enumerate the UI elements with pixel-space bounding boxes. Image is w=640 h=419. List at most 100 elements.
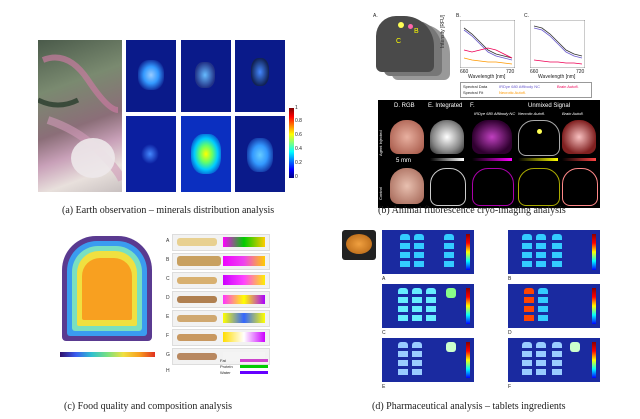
panel-b: A. C B B. Intensity [RFU] 660 720 Wavele… xyxy=(370,10,600,208)
xlabel-c: Wavelength [nm] xyxy=(538,74,576,80)
rgb-head-top xyxy=(390,120,424,154)
rgb-head-bottom xyxy=(390,168,424,204)
food-strip-b xyxy=(172,253,270,270)
legend-item: Spectral Data xyxy=(463,84,488,89)
xtick-720: 720 xyxy=(506,69,515,75)
xtick-660: 660 xyxy=(460,69,469,75)
integrated-head-bottom xyxy=(430,168,466,206)
probe-head-bottom xyxy=(472,168,514,206)
food-strip-e xyxy=(172,310,270,327)
tablet-map-a xyxy=(382,230,474,274)
tablet-map-e xyxy=(382,338,474,382)
scale-bar: 5 mm xyxy=(396,158,411,164)
spectrum-legend: Spectral Data IRDye 680 Affibody NC Brai… xyxy=(460,82,592,98)
caption-a: (a) Earth observation – minerals distrib… xyxy=(62,205,275,216)
sublabel: C xyxy=(382,330,386,336)
colorbar-tick: 1 xyxy=(295,105,298,111)
mineral-map-6 xyxy=(235,116,285,192)
colorbar-tick: 0.2 xyxy=(295,160,302,166)
spectrum-chart-b xyxy=(460,20,515,68)
xlabel-b: Wavelength [nm] xyxy=(468,74,506,80)
food-strip-c xyxy=(172,272,270,289)
tablet-photo xyxy=(342,230,376,260)
unmixed-title: Unmixed Signal xyxy=(528,103,571,109)
panel-d: A B C D E F xyxy=(340,228,610,396)
food-strip-f xyxy=(172,329,270,346)
tablet-map-d xyxy=(508,284,600,328)
tablet-map-f xyxy=(508,338,600,382)
mineral-map-5 xyxy=(181,116,231,192)
probe-head-top xyxy=(472,120,512,154)
colorbar-tick: 0.4 xyxy=(295,146,302,152)
mini-colorbar xyxy=(562,158,596,161)
mini-colorbar xyxy=(430,158,464,161)
row-label: G xyxy=(166,352,170,358)
mineral-map-4 xyxy=(126,116,176,192)
row-label-bottom: Control xyxy=(378,187,383,200)
xtick-660: 660 xyxy=(530,69,539,75)
integrated-head-top xyxy=(430,120,464,154)
caption-b: (b) Animal fluorescence cryo-imaging ana… xyxy=(378,205,566,216)
colorbar xyxy=(289,108,294,178)
caption-c: (c) Food quality and composition analysi… xyxy=(64,401,233,412)
brain-head-bottom xyxy=(562,168,598,206)
colorbar-tick: 0.6 xyxy=(295,132,302,138)
label-c: C. xyxy=(524,13,529,19)
necrotic-head-top xyxy=(518,120,560,156)
tablet-map-c xyxy=(382,284,474,328)
spectrum-chart-c xyxy=(530,20,585,68)
row-label: A xyxy=(166,238,170,244)
legend-protein: Protein xyxy=(220,364,233,369)
colorbar-tick: 0 xyxy=(295,174,298,180)
legend-water: Water xyxy=(220,370,231,375)
mineral-map-2 xyxy=(181,40,231,112)
row-label-top: Agent Injected xyxy=(378,130,383,156)
row-label: H xyxy=(166,368,170,374)
legend-item: Brain Autofl. xyxy=(557,84,579,89)
label-f: F. xyxy=(470,103,475,109)
label-b: B. xyxy=(456,13,461,19)
panel-a: 1 0.8 0.6 0.4 0.2 0 xyxy=(38,38,302,198)
sublabel: B xyxy=(508,276,512,282)
mini-colorbar xyxy=(518,158,558,161)
label-d: D. RGB xyxy=(394,103,415,109)
panel-c: A B C D E F G H Fat Protein Water xyxy=(50,228,310,378)
row-label: C xyxy=(166,276,170,282)
brain-head-top xyxy=(562,120,596,154)
tablet-map-b xyxy=(508,230,600,274)
xtick-720: 720 xyxy=(576,69,585,75)
necrotic-head-bottom xyxy=(518,168,560,206)
sublabel: F xyxy=(508,384,512,390)
label-b-marker: B xyxy=(414,28,419,35)
row-label: B xyxy=(166,257,170,263)
cryo-grid: D. RGB E. Integrated F. Unmixed Signal I… xyxy=(378,100,600,208)
bread-colorbar xyxy=(60,352,155,357)
mineral-map-1 xyxy=(126,40,176,112)
legend-fat: Fat xyxy=(220,358,226,363)
ylabel-b: Intensity [RFU] xyxy=(440,14,446,48)
necrotic-label: Necrotic Autofl. xyxy=(518,111,545,116)
label-a: A. xyxy=(373,13,378,19)
food-legend: Fat Protein Water xyxy=(220,358,270,376)
food-strip-d xyxy=(172,291,270,308)
label-e: E. Integrated xyxy=(428,103,463,109)
probe-label: IRDye 680 Affibody NC xyxy=(474,111,516,116)
row-label: E xyxy=(166,314,170,320)
row-label: D xyxy=(166,295,170,301)
mineral-map-3 xyxy=(235,40,285,112)
mini-colorbar xyxy=(472,158,512,161)
satellite-image xyxy=(38,40,122,192)
sublabel: D xyxy=(508,330,512,336)
sublabel: A xyxy=(382,276,386,282)
caption-d: (d) Pharmaceutical analysis – tablets in… xyxy=(372,401,566,412)
legend-item: IRDye 680 Affibody NC xyxy=(499,84,541,89)
legend-item: Spectral Fit xyxy=(463,90,484,95)
bread-heatmap xyxy=(62,236,152,341)
legend-item: Necrotic Autofl. xyxy=(499,90,526,95)
colorbar-tick: 0.8 xyxy=(295,118,302,124)
food-strip-a xyxy=(172,234,270,251)
brain-label: Brain Autofl. xyxy=(562,111,584,116)
sublabel: E xyxy=(382,384,386,390)
cryo-stack-front xyxy=(376,16,434,72)
label-c-marker: C xyxy=(396,38,402,45)
